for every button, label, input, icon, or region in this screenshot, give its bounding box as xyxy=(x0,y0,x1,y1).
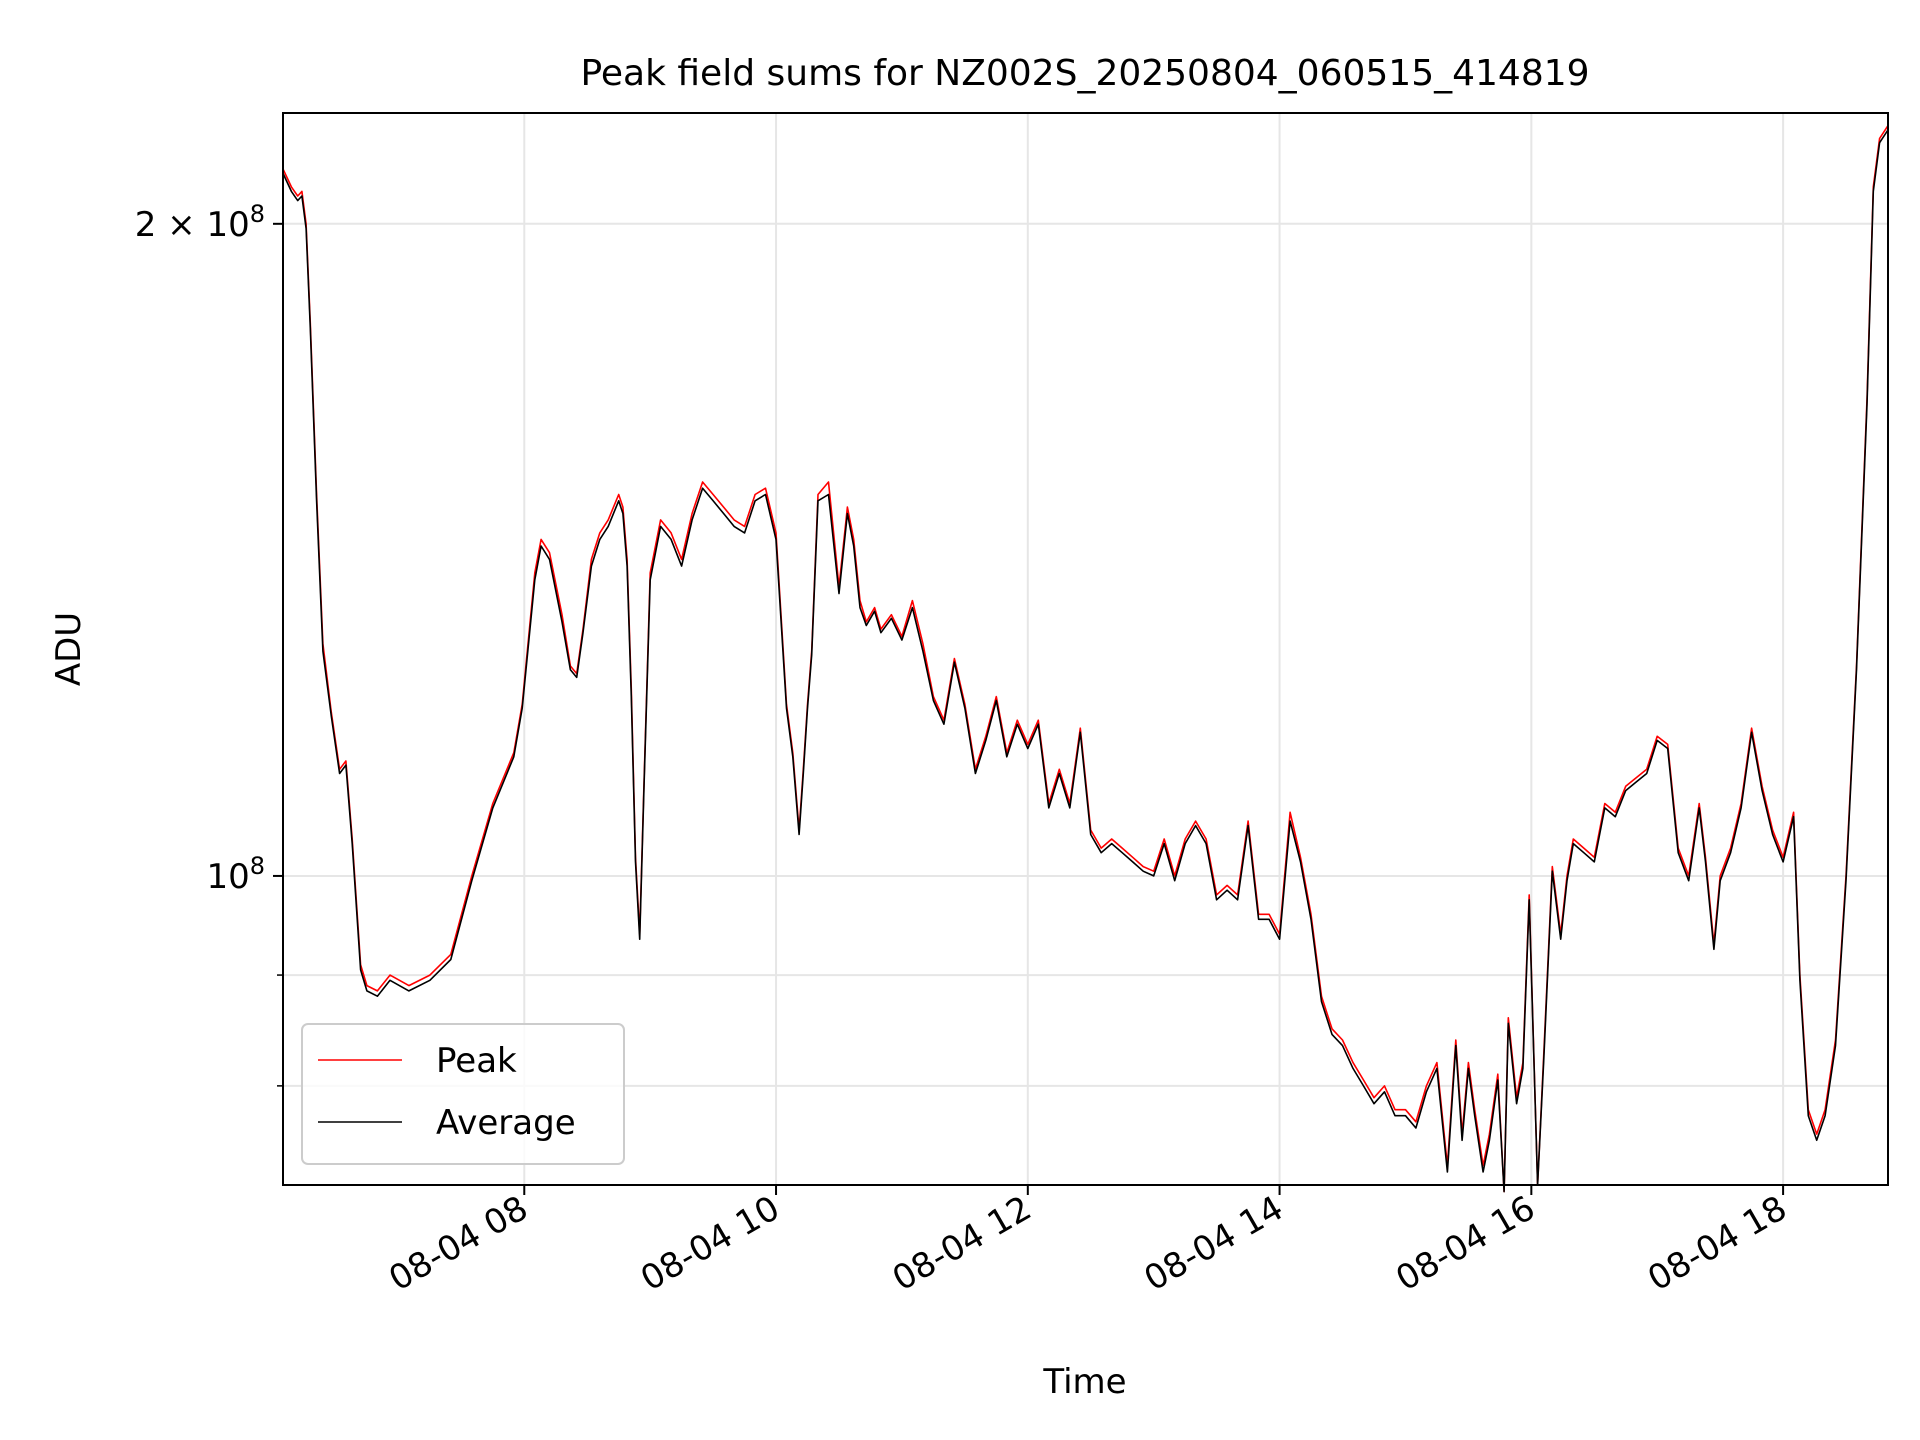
legend-box xyxy=(301,1023,625,1165)
y-tick-label: 108 xyxy=(206,852,265,897)
x-axis-label: Time xyxy=(1042,1362,1126,1402)
legend-label-average: Average xyxy=(436,1103,576,1143)
plot-lines xyxy=(282,125,1889,1193)
plot-frame xyxy=(282,112,1889,1186)
y-tick-label: 2 × 108 xyxy=(135,200,265,245)
y-axis-ticks: 108 2 × 108 xyxy=(135,200,283,1087)
y-axis-label: ADU xyxy=(49,612,89,686)
legend-label-peak: Peak xyxy=(436,1041,517,1081)
series-line-average xyxy=(282,129,1889,1193)
chart-title: Peak field sums for NZ002S_20250804_0605… xyxy=(580,53,1589,94)
legend: Peak Average xyxy=(301,1023,625,1165)
